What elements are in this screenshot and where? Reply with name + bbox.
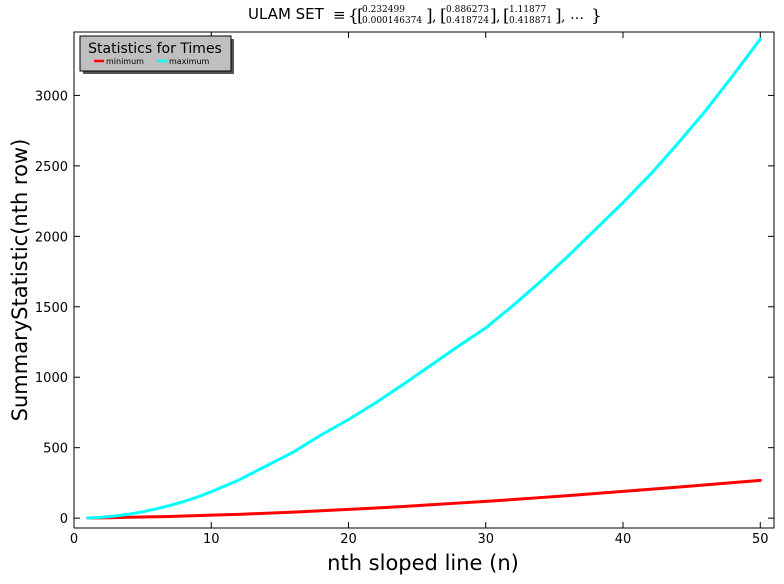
y-tick-label: 1000	[35, 371, 68, 386]
title-ellipsis: …	[570, 7, 584, 23]
x-tick-label: 10	[203, 532, 220, 547]
title-m2-bottom: 0.418724	[446, 16, 489, 26]
title-m1-top: 0.232499	[362, 5, 405, 15]
x-tick-label: 20	[340, 532, 357, 547]
x-tick-label: 40	[615, 532, 632, 547]
title-m1-bracket-close: ]	[426, 6, 433, 26]
x-tick-label: 30	[477, 532, 494, 547]
series-lines	[86, 37, 762, 520]
y-tick-label: 1500	[35, 301, 68, 316]
title-comma-1: ,	[432, 9, 436, 25]
y-tick-label: 500	[43, 442, 68, 457]
title-m1-bracket-open: [	[357, 6, 364, 26]
x-axis-label: nth sloped line (n)	[327, 551, 519, 575]
y-tick-label: 3000	[35, 89, 68, 104]
title-m3-bottom: 0.418871	[509, 16, 552, 26]
y-tick-label: 0	[60, 512, 68, 527]
legend: Statistics for Times minimum maximum	[79, 35, 234, 74]
title-prefix: ULAM SET	[248, 5, 325, 23]
title-m3-bracket-close: ]	[555, 6, 562, 26]
title-m2-bracket-open: [	[440, 6, 447, 26]
x-tick-label: 0	[70, 532, 78, 547]
y-axis-label: SummaryStatistic(nth row)	[8, 139, 32, 422]
title-equiv-symbol: ≡	[333, 6, 346, 24]
y-tick-label: 2000	[35, 230, 68, 245]
x-tick-label: 50	[752, 532, 769, 547]
legend-title: Statistics for Times	[88, 41, 222, 57]
series-line-minimum	[86, 478, 762, 520]
title-comma-2: ,	[496, 9, 500, 25]
legend-label-minimum: minimum	[106, 57, 144, 66]
title-m2-bracket-close: ]	[490, 6, 497, 26]
y-tick-label: 2500	[35, 160, 68, 175]
title-brace-open: {	[348, 6, 359, 26]
title-m3-top: 1.11877	[509, 5, 546, 15]
title-m3-bracket-open: [	[503, 6, 510, 26]
title-m1-bottom: 0.000146374	[362, 16, 422, 26]
plot-frame	[73, 31, 775, 529]
title-m2-top: 0.886273	[446, 5, 489, 15]
chart-title: ULAM SET ≡ { 0.232499 0.000146374 [ ] , …	[248, 5, 602, 26]
title-comma-3: ,	[561, 9, 565, 25]
legend-box	[79, 35, 232, 72]
title-brace-close: }	[591, 6, 602, 26]
series-line-maximum	[86, 37, 762, 520]
legend-label-maximum: maximum	[169, 57, 210, 66]
